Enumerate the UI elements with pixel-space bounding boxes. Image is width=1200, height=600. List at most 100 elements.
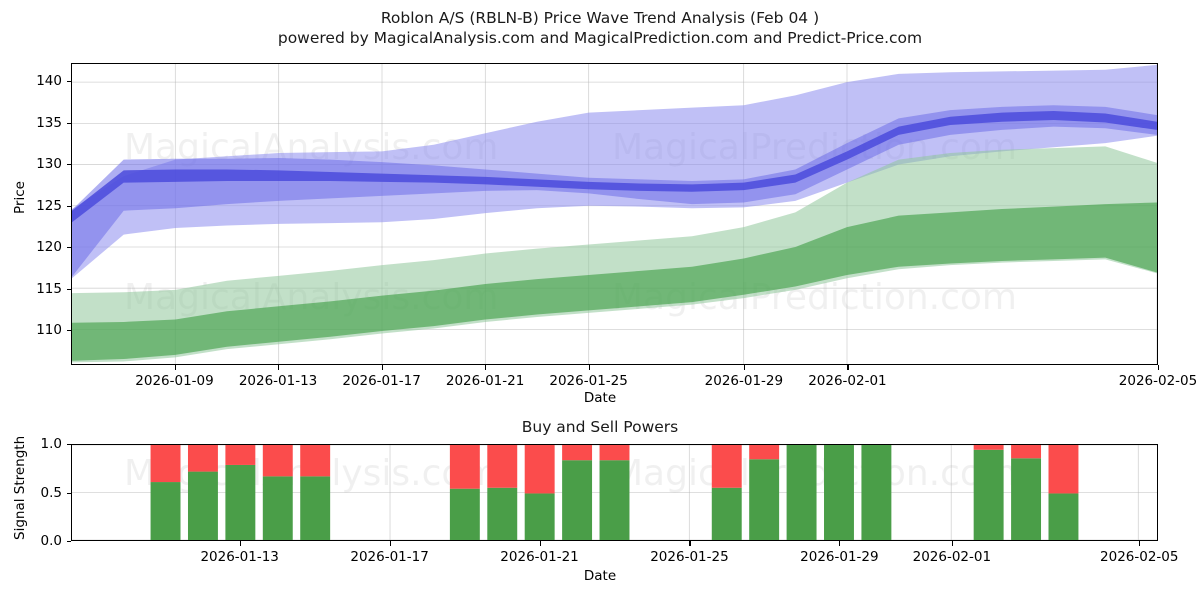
- bar-sell-power: [262, 445, 293, 477]
- signal-x-tick-mark: [689, 541, 691, 546]
- price-y-tick-mark: [66, 288, 71, 290]
- bar-buy-power: [786, 445, 817, 540]
- signal-x-tick-label: 2026-01-29: [800, 549, 879, 565]
- bar-buy-power: [150, 482, 181, 540]
- signal-chart-title: Buy and Sell Powers: [521, 418, 679, 436]
- price-y-tick-label: 135: [36, 114, 62, 131]
- price-x-tick-label: 2026-01-29: [704, 373, 784, 389]
- bar-buy-power: [824, 445, 854, 540]
- price-x-tick-label: 2026-01-21: [445, 373, 525, 389]
- price-x-tick-label: 2026-01-09: [135, 373, 214, 389]
- price-x-tick-label: 2026-02-01: [808, 373, 887, 389]
- bar-buy-power: [524, 493, 555, 540]
- price-x-tick-mark: [1158, 365, 1160, 370]
- price-y-tick-mark: [66, 81, 71, 83]
- bar-buy-power: [262, 476, 293, 540]
- price-y-tick-label: 125: [36, 197, 62, 214]
- signal-y-tick-label: 1.0: [40, 436, 62, 452]
- signal-x-tick-mark: [239, 541, 241, 546]
- price-x-tick-mark: [174, 365, 176, 370]
- price-chart-svg: [72, 64, 1157, 364]
- price-x-tick-label: 2026-02-05: [1118, 373, 1198, 389]
- price-x-tick-label: 2026-01-13: [238, 373, 318, 389]
- signal-x-tick-label: 2026-01-13: [200, 549, 279, 565]
- signal-chart-plot-area: MagicalAnalysis.com MagicalPrediction.co…: [71, 444, 1158, 541]
- bar-buy-power: [1011, 458, 1042, 540]
- bar-sell-power: [1011, 445, 1042, 459]
- price-x-tick-mark: [743, 365, 745, 370]
- bar-sell-power: [562, 445, 593, 461]
- price-y-tick-mark: [66, 330, 71, 332]
- band-green-core-band: [72, 202, 1157, 361]
- bar-buy-power: [749, 459, 780, 540]
- price-x-tick-mark: [588, 365, 590, 370]
- bar-sell-power: [449, 445, 480, 489]
- bar-sell-power: [711, 445, 742, 488]
- price-y-tick-label: 120: [36, 239, 62, 256]
- bar-buy-power: [711, 487, 742, 540]
- bar-sell-power: [187, 445, 218, 472]
- bar-buy-power: [1048, 493, 1079, 540]
- bar-buy-power: [225, 464, 256, 540]
- figure-title: Roblon A/S (RBLN-B) Price Wave Trend Ana…: [380, 9, 820, 27]
- signal-x-tick-label: 2026-01-25: [650, 549, 729, 565]
- price-x-tick-mark: [485, 365, 487, 370]
- signal-x-tick-mark: [389, 541, 391, 546]
- band-blue-outer-band: [72, 64, 1157, 279]
- bar-buy-power: [300, 476, 331, 540]
- signal-x-tick-label: 2026-01-17: [350, 549, 429, 565]
- bar-buy-power: [861, 445, 892, 540]
- signal-chart-svg: [72, 445, 1157, 540]
- price-chart-plot-area: MagicalAnalysis.com MagicalPrediction.co…: [71, 63, 1158, 365]
- price-y-tick-label: 140: [36, 73, 62, 90]
- bar-sell-power: [487, 445, 518, 488]
- band-blue-core-band: [72, 110, 1157, 223]
- price-x-axis-label: Date: [583, 390, 617, 406]
- bar-buy-power: [449, 488, 480, 540]
- figure-subtitle: powered by MagicalAnalysis.com and Magic…: [277, 29, 923, 48]
- price-y-tick-mark: [66, 122, 71, 124]
- price-x-tick-label: 2026-01-25: [549, 373, 628, 389]
- bar-buy-power: [973, 449, 1004, 540]
- bar-buy-power: [187, 471, 218, 540]
- price-x-tick-mark: [847, 365, 849, 370]
- signal-x-tick-label: 2026-02-01: [912, 549, 992, 565]
- price-x-tick-label: 2026-01-17: [342, 373, 421, 389]
- bar-sell-power: [300, 445, 331, 477]
- signal-x-axis-label: Date: [583, 568, 617, 584]
- signal-y-tick-mark: [66, 444, 71, 446]
- bar-buy-power: [599, 460, 630, 540]
- bar-sell-power: [225, 445, 256, 465]
- bar-sell-power: [599, 445, 630, 461]
- signal-y-axis-label: Signal Strength: [12, 435, 28, 540]
- bar-sell-power: [749, 445, 780, 460]
- bar-buy-power: [487, 487, 518, 540]
- figure-title-block: Roblon A/S (RBLN-B) Price Wave Trend Ana…: [0, 8, 1200, 49]
- signal-x-tick-mark: [839, 541, 841, 546]
- signal-y-tick-mark: [66, 492, 71, 494]
- price-x-tick-mark: [381, 365, 383, 370]
- price-y-tick-mark: [66, 205, 71, 207]
- bar-buy-power: [562, 460, 593, 540]
- signal-y-tick-label: 0.5: [40, 484, 62, 501]
- signal-x-tick-mark: [539, 541, 541, 546]
- price-chart-clip: MagicalAnalysis.com MagicalPrediction.co…: [72, 64, 1157, 364]
- bar-sell-power: [150, 445, 181, 483]
- price-y-tick-label: 130: [36, 156, 62, 173]
- price-y-tick-mark: [66, 247, 71, 249]
- price-y-axis-label: Price: [12, 181, 28, 214]
- price-y-tick-label: 115: [36, 280, 62, 297]
- signal-x-tick-mark: [1139, 541, 1141, 546]
- signal-x-tick-mark: [951, 541, 953, 546]
- price-y-tick-mark: [66, 164, 71, 166]
- bar-sell-power: [524, 445, 555, 494]
- price-y-tick-label: 110: [36, 322, 62, 339]
- signal-x-tick-label: 2026-01-21: [500, 549, 579, 565]
- band-blue-mid-band: [72, 105, 1157, 277]
- signal-x-tick-label: 2026-02-05: [1100, 549, 1179, 565]
- signal-chart-clip: MagicalAnalysis.com MagicalPrediction.co…: [72, 445, 1157, 540]
- bar-sell-power: [1048, 445, 1079, 494]
- price-x-tick-mark: [278, 365, 280, 370]
- bar-sell-power: [973, 445, 1004, 450]
